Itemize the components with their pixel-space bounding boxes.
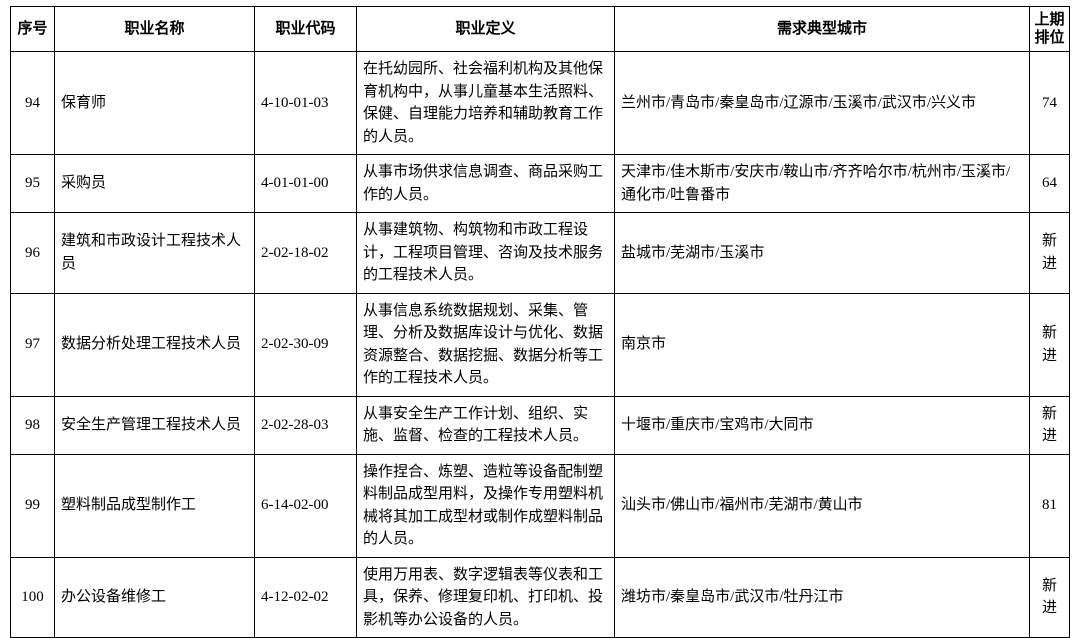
- header-code: 职业代码: [255, 7, 357, 52]
- cell-code: 6-14-02-00: [255, 454, 357, 557]
- header-row: 序号 职业名称 职业代码 职业定义 需求典型城市 上期排位: [11, 7, 1070, 52]
- cell-prev-rank: 新进: [1030, 293, 1070, 396]
- cell-cities: 汕头市/佛山市/福州市/芜湖市/黄山市: [615, 454, 1030, 557]
- occupation-table: 序号 职业名称 职业代码 职业定义 需求典型城市 上期排位 94保育师4-10-…: [10, 6, 1070, 638]
- cell-name: 采购员: [55, 155, 255, 213]
- cell-prev-rank: 新进: [1030, 396, 1070, 454]
- table-body: 94保育师4-10-01-03在托幼园所、社会福利机构及其他保育机构中，从事儿童…: [11, 52, 1070, 638]
- cell-index: 95: [11, 155, 55, 213]
- cell-cities: 南京市: [615, 293, 1030, 396]
- cell-code: 4-12-02-02: [255, 557, 357, 638]
- cell-index: 99: [11, 454, 55, 557]
- header-name: 职业名称: [55, 7, 255, 52]
- cell-prev-rank: 74: [1030, 52, 1070, 155]
- header-prev-rank: 上期排位: [1030, 7, 1070, 52]
- table-row: 99塑料制品成型制作工6-14-02-00操作捏合、炼塑、造粒等设备配制塑料制品…: [11, 454, 1070, 557]
- cell-definition: 从事建筑物、构筑物和市政工程设计，工程项目管理、咨询及技术服务的工程技术人员。: [357, 213, 615, 294]
- cell-index: 100: [11, 557, 55, 638]
- cell-name: 保育师: [55, 52, 255, 155]
- cell-code: 2-02-28-03: [255, 396, 357, 454]
- table-row: 95采购员4-01-01-00从事市场供求信息调查、商品采购工作的人员。天津市/…: [11, 155, 1070, 213]
- cell-prev-rank: 新进: [1030, 557, 1070, 638]
- table-row: 98安全生产管理工程技术人员2-02-28-03从事安全生产工作计划、组织、实施…: [11, 396, 1070, 454]
- cell-code: 2-02-30-09: [255, 293, 357, 396]
- cell-cities: 十堰市/重庆市/宝鸡市/大同市: [615, 396, 1030, 454]
- cell-name: 建筑和市政设计工程技术人员: [55, 213, 255, 294]
- cell-index: 94: [11, 52, 55, 155]
- table-row: 97数据分析处理工程技术人员2-02-30-09从事信息系统数据规划、采集、管理…: [11, 293, 1070, 396]
- cell-prev-rank: 新进: [1030, 213, 1070, 294]
- table-container: 序号 职业名称 职业代码 职业定义 需求典型城市 上期排位 94保育师4-10-…: [0, 0, 1080, 638]
- cell-name: 数据分析处理工程技术人员: [55, 293, 255, 396]
- cell-code: 4-01-01-00: [255, 155, 357, 213]
- cell-code: 2-02-18-02: [255, 213, 357, 294]
- cell-index: 98: [11, 396, 55, 454]
- cell-name: 塑料制品成型制作工: [55, 454, 255, 557]
- cell-definition: 从事信息系统数据规划、采集、管理、分析及数据库设计与优化、数据资源整合、数据挖掘…: [357, 293, 615, 396]
- cell-cities: 潍坊市/秦皇岛市/武汉市/牡丹江市: [615, 557, 1030, 638]
- cell-prev-rank: 64: [1030, 155, 1070, 213]
- cell-name: 办公设备维修工: [55, 557, 255, 638]
- cell-index: 97: [11, 293, 55, 396]
- cell-definition: 在托幼园所、社会福利机构及其他保育机构中，从事儿童基本生活照料、保健、自理能力培…: [357, 52, 615, 155]
- cell-cities: 盐城市/芜湖市/玉溪市: [615, 213, 1030, 294]
- header-definition: 职业定义: [357, 7, 615, 52]
- table-row: 100办公设备维修工4-12-02-02使用万用表、数字逻辑表等仪表和工具，保养…: [11, 557, 1070, 638]
- cell-prev-rank: 81: [1030, 454, 1070, 557]
- cell-definition: 从事安全生产工作计划、组织、实施、监督、检查的工程技术人员。: [357, 396, 615, 454]
- cell-definition: 操作捏合、炼塑、造粒等设备配制塑料制品成型用料，及操作专用塑料机械将其加工成型材…: [357, 454, 615, 557]
- header-index: 序号: [11, 7, 55, 52]
- table-head: 序号 职业名称 职业代码 职业定义 需求典型城市 上期排位: [11, 7, 1070, 52]
- cell-definition: 使用万用表、数字逻辑表等仪表和工具，保养、修理复印机、打印机、投影机等办公设备的…: [357, 557, 615, 638]
- cell-code: 4-10-01-03: [255, 52, 357, 155]
- cell-name: 安全生产管理工程技术人员: [55, 396, 255, 454]
- table-row: 94保育师4-10-01-03在托幼园所、社会福利机构及其他保育机构中，从事儿童…: [11, 52, 1070, 155]
- cell-cities: 兰州市/青岛市/秦皇岛市/辽源市/玉溪市/武汉市/兴义市: [615, 52, 1030, 155]
- table-row: 96建筑和市政设计工程技术人员2-02-18-02从事建筑物、构筑物和市政工程设…: [11, 213, 1070, 294]
- cell-index: 96: [11, 213, 55, 294]
- header-cities: 需求典型城市: [615, 7, 1030, 52]
- cell-definition: 从事市场供求信息调查、商品采购工作的人员。: [357, 155, 615, 213]
- cell-cities: 天津市/佳木斯市/安庆市/鞍山市/齐齐哈尔市/杭州市/玉溪市/通化市/吐鲁番市: [615, 155, 1030, 213]
